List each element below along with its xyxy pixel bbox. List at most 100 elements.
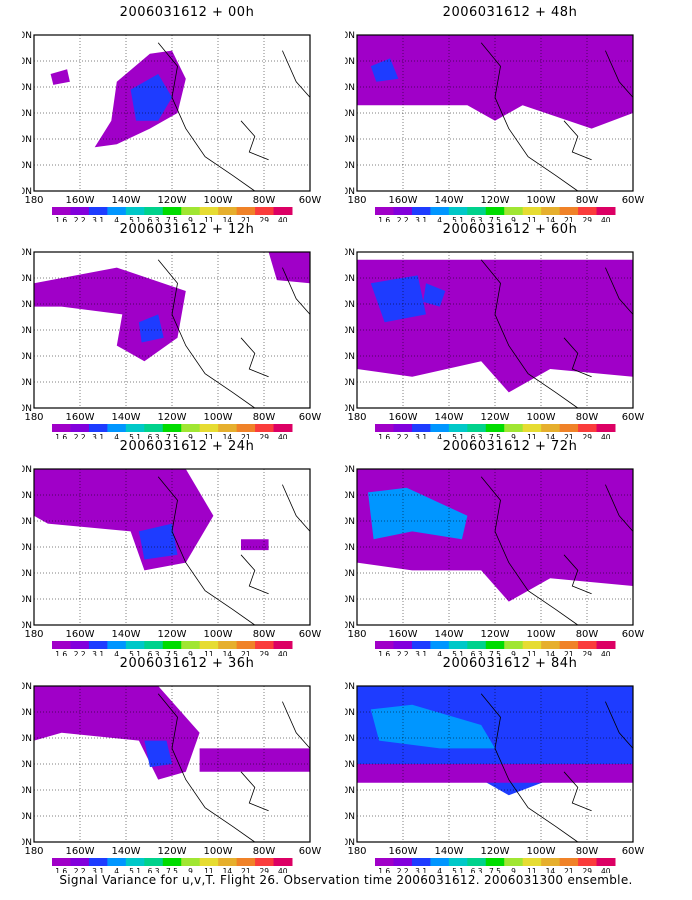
colorbar-label: 11 <box>527 650 537 656</box>
colorbar-swatch <box>88 641 108 649</box>
colorbar-label: 11 <box>204 867 214 873</box>
lat-tick-label: 70N <box>345 682 355 692</box>
colorbar-swatch <box>144 641 164 649</box>
colorbar-swatch <box>393 641 413 649</box>
lon-tick-label: 160W <box>66 846 95 857</box>
map-panel: 2006031612 + 84h 70N 60N 50N 40N 30N 20N 10N180… <box>345 656 675 873</box>
colorbar-label: 4 <box>114 867 119 873</box>
colorbar-swatch <box>236 207 256 215</box>
colorbar-label: 1.6 <box>55 433 67 439</box>
map-frame <box>33 468 311 626</box>
lon-tick-label: 60W <box>299 846 322 857</box>
colorbar-label: 6.3 <box>471 650 483 656</box>
colorbar-label: 29 <box>583 650 593 656</box>
variance-contour <box>199 748 310 772</box>
lon-tick-label: 160W <box>389 846 418 857</box>
colorbar-label: 40 <box>278 867 288 873</box>
colorbar-swatch <box>430 424 450 432</box>
colorbar-swatch <box>162 641 182 649</box>
colorbar-swatch <box>596 858 616 866</box>
lon-tick-label: 100W <box>527 195 556 206</box>
panel-title: 2006031612 + 00h <box>119 5 255 20</box>
colorbar-swatch <box>218 858 238 866</box>
colorbar-swatch <box>144 858 164 866</box>
colorbar-swatch <box>375 207 394 215</box>
map-frame <box>33 251 311 409</box>
colorbar-label: 6.3 <box>148 433 160 439</box>
variance-map: 70N 60N 50N 40N 30N 20N 10N180 160W 140W 120W 100W… <box>22 682 322 873</box>
lat-tick-label: 30N <box>22 352 32 362</box>
colorbar-swatch <box>218 424 238 432</box>
lat-tick-label: 10N <box>345 187 355 197</box>
colorbar-label: 1.6 <box>378 433 390 439</box>
colorbar-label: 5.1 <box>452 433 464 439</box>
lat-tick-label: 20N <box>345 378 355 388</box>
colorbar-label: 2.2 <box>397 216 409 222</box>
colorbar-swatch <box>467 207 487 215</box>
colorbar-label: 7.5 <box>489 433 501 439</box>
panel-title: 2006031612 + 84h <box>442 656 578 671</box>
colorbar-swatch <box>448 207 468 215</box>
lat-tick-label: 50N <box>345 300 355 310</box>
colorbar-label: 2.2 <box>74 216 86 222</box>
colorbar-label: 3.1 <box>92 650 104 656</box>
lon-tick-label: 120W <box>481 412 510 423</box>
lat-tick-label: 30N <box>345 352 355 362</box>
lon-tick-label: 160W <box>66 195 95 206</box>
variance-contour <box>357 35 633 129</box>
lon-tick-label: 140W <box>435 629 464 640</box>
lat-tick-label: 40N <box>345 760 355 770</box>
lat-tick-label: 30N <box>345 135 355 145</box>
lat-tick-label: 70N <box>22 248 32 258</box>
variance-map: 70N 60N 50N 40N 30N 20N 10N180 160W 140W 120W 100W… <box>345 31 644 222</box>
colorbar-swatch <box>236 641 256 649</box>
colorbar-label: 3.1 <box>92 433 104 439</box>
colorbar-label: 5.1 <box>129 433 141 439</box>
colorbar-swatch <box>504 858 524 866</box>
colorbar-swatch <box>52 207 71 215</box>
lat-tick-label: 20N <box>22 812 32 822</box>
lon-tick-label: 120W <box>158 846 187 857</box>
panel-title: 2006031612 + 36h <box>119 656 255 671</box>
colorbar-swatch <box>467 858 487 866</box>
colorbar-swatch <box>162 858 182 866</box>
colorbar-label: 21 <box>564 433 574 439</box>
lat-tick-label: 30N <box>345 569 355 579</box>
colorbar-label: 2.2 <box>74 867 86 873</box>
colorbar-swatch <box>255 207 275 215</box>
colorbar-label: 4 <box>437 650 442 656</box>
lat-tick-label: 60N <box>345 708 355 718</box>
variance-contour <box>370 275 426 323</box>
colorbar-label: 14 <box>546 433 556 439</box>
colorbar-label: 4 <box>437 867 442 873</box>
colorbar-label: 6.3 <box>471 867 483 873</box>
colorbar-label: 29 <box>583 216 593 222</box>
colorbar-swatch <box>162 207 182 215</box>
colorbar-label: 5.1 <box>452 867 464 873</box>
colorbar-label: 6.3 <box>471 433 483 439</box>
colorbar-swatch <box>393 207 413 215</box>
map-frame <box>33 685 311 843</box>
lat-tick-label: 10N <box>22 838 32 848</box>
lat-tick-label: 40N <box>22 543 32 553</box>
lat-tick-label: 50N <box>22 517 32 527</box>
lon-tick-label: 160W <box>389 629 418 640</box>
lon-tick-label: 180 <box>24 195 43 206</box>
lon-tick-label: 140W <box>435 412 464 423</box>
colorbar-label: 7.5 <box>489 216 501 222</box>
lon-tick-label: 140W <box>112 629 141 640</box>
lat-tick-label: 10N <box>345 621 355 631</box>
colorbar-swatch <box>255 424 275 432</box>
colorbar-label: 6.3 <box>148 216 160 222</box>
colorbar-swatch <box>485 424 505 432</box>
lon-tick-label: 60W <box>299 195 322 206</box>
colorbar-label: 7.5 <box>489 867 501 873</box>
colorbar-swatch <box>375 424 394 432</box>
lat-tick-label: 10N <box>345 838 355 848</box>
colorbar-swatch <box>596 424 616 432</box>
colorbar-swatch <box>596 641 616 649</box>
lat-tick-label: 10N <box>22 621 32 631</box>
colorbar-label: 9 <box>511 433 516 439</box>
colorbar-label: 11 <box>204 650 214 656</box>
lon-tick-label: 100W <box>527 629 556 640</box>
